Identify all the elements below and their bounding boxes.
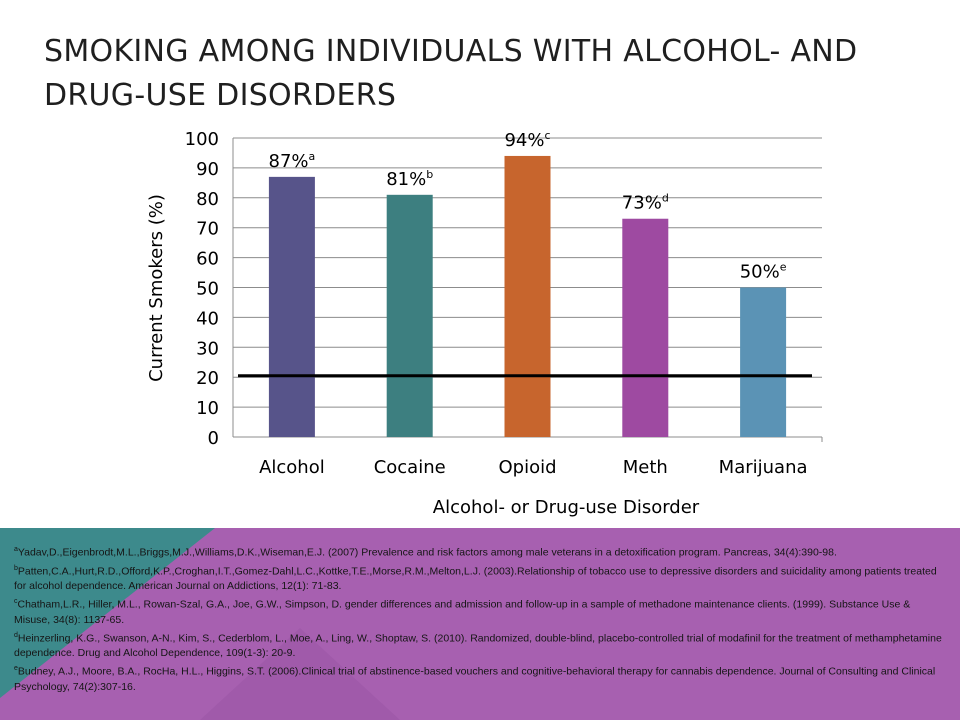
reference-mark: a xyxy=(14,546,18,553)
data-label-meth: 73%d xyxy=(622,192,669,214)
bar-opioid xyxy=(504,155,551,437)
reference-list: aYadav,D.,Eigenbrodt,M.L.,Briggs,M.J.,Wi… xyxy=(14,542,944,695)
y-tick-label: 50 xyxy=(196,279,219,300)
x-tick-labels: Alcohol Cocaine Opioid Meth Marijuana xyxy=(259,457,807,478)
reference-text: Yadav,D.,Eigenbrodt,M.L.,Briggs,M.J.,Wil… xyxy=(17,546,837,559)
reference-text: Patten,C.A.,Hurt,R.D.,Offord,K.P.,Crogha… xyxy=(14,565,937,592)
x-tick-label-alcohol: Alcohol xyxy=(259,457,325,478)
bar-cocaine xyxy=(386,194,433,437)
data-label-superscript: c xyxy=(544,129,550,142)
y-tick-label: 70 xyxy=(196,219,219,240)
y-tick-label: 40 xyxy=(196,308,219,329)
y-tick-label: 90 xyxy=(196,159,219,180)
data-label-superscript: e xyxy=(780,261,787,274)
x-tick-label-opioid: Opioid xyxy=(498,457,556,478)
data-label-opioid: 94%c xyxy=(504,129,550,151)
bar-alcohol xyxy=(268,176,315,437)
slide-title: SMOKING AMONG INDIVIDUALS WITH ALCOHOL- … xyxy=(44,34,858,113)
reference-mark: e xyxy=(14,665,18,672)
reference-mark: d xyxy=(14,631,18,639)
reference-text: Budney, A.J., Moore, B.A., RocHa, H.L., … xyxy=(14,665,936,693)
footer-background xyxy=(0,528,960,720)
data-label-value: 87% xyxy=(269,151,309,172)
footer-teal-triangle xyxy=(0,528,215,698)
data-label-superscript: b xyxy=(426,168,433,181)
y-axis-label: Current Smokers (%) xyxy=(146,194,167,382)
reference-text: Chatham,L.R., Hiller, M.L., Rowan-Szal, … xyxy=(14,598,911,626)
data-label-value: 81% xyxy=(386,169,426,190)
y-tick-label: 80 xyxy=(196,189,219,210)
data-label-value: 73% xyxy=(622,193,662,214)
data-label-superscript: a xyxy=(309,150,316,163)
references-footer: aYadav,D.,Eigenbrodt,M.L.,Briggs,M.J.,Wi… xyxy=(0,528,960,720)
reference-item: bPatten,C.A.,Hurt,R.D.,Offord,K.P.,Crogh… xyxy=(14,561,944,595)
y-tick-label: 100 xyxy=(185,129,219,150)
bar-marijuana xyxy=(740,287,787,437)
bar-chart: 0 10 20 30 40 50 60 70 80 90 100 87%a 81%b 94%c 73%d 5… xyxy=(146,129,823,518)
data-label-marijuana: 50%e xyxy=(740,261,787,283)
bar-meth xyxy=(622,218,669,437)
data-label-value: 94% xyxy=(504,130,544,151)
bars xyxy=(268,155,787,437)
y-tick-label: 30 xyxy=(196,338,219,359)
x-tick-label-meth: Meth xyxy=(623,457,668,478)
y-tick-label: 0 xyxy=(208,428,219,449)
data-labels: 87%a 81%b 94%c 73%d 50%e xyxy=(269,129,787,283)
reference-item: aYadav,D.,Eigenbrodt,M.L.,Briggs,M.J.,Wi… xyxy=(14,542,944,561)
reference-mark: c xyxy=(14,598,18,605)
y-tick-labels: 0 10 20 30 40 50 60 70 80 90 100 xyxy=(185,129,219,449)
y-tick-label: 60 xyxy=(196,249,219,270)
reference-text: Heinzerling, K.G., Swanson, A-N., Kim, S… xyxy=(14,632,942,659)
data-label-value: 50% xyxy=(740,262,780,283)
x-tick-label-marijuana: Marijuana xyxy=(719,457,808,478)
x-axis-label: Alcohol- or Drug-use Disorder xyxy=(433,497,700,518)
y-tick-label: 20 xyxy=(196,368,219,389)
reference-item: eBudney, A.J., Moore, B.A., RocHa, H.L.,… xyxy=(14,661,944,695)
data-label-cocaine: 81%b xyxy=(386,168,433,190)
reference-item: dHeinzerling, K.G., Swanson, A-N., Kim, … xyxy=(14,628,944,662)
reference-mark: b xyxy=(14,564,18,572)
data-label-superscript: d xyxy=(662,192,669,205)
y-tick-label: 10 xyxy=(196,398,219,419)
footer-accent-shape xyxy=(200,628,400,720)
x-tick-label-cocaine: Cocaine xyxy=(374,457,446,478)
data-label-alcohol: 87%a xyxy=(269,150,316,172)
reference-item: cChatham,L.R., Hiller, M.L., Rowan-Szal,… xyxy=(14,594,944,628)
